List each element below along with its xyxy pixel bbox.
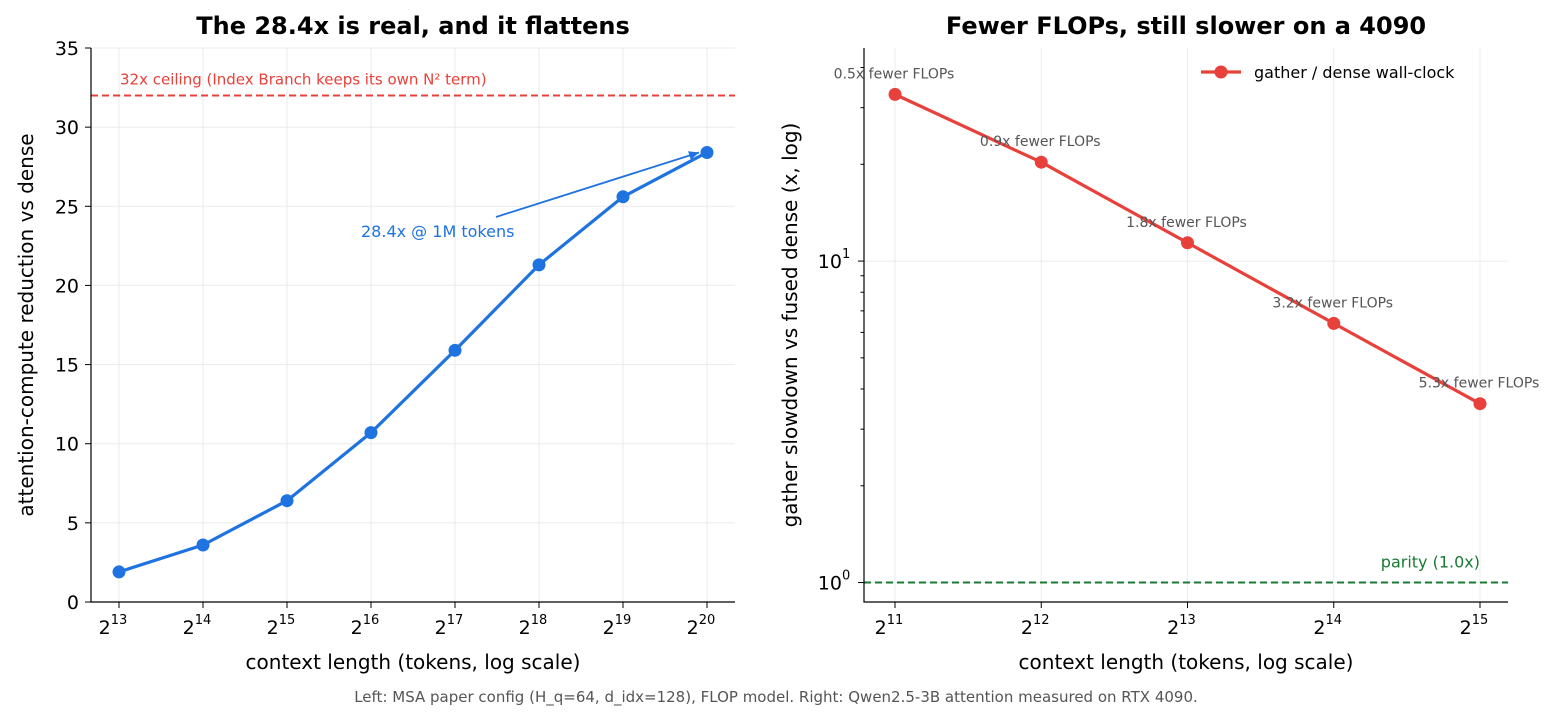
right-x-axis-label: context length (tokens, log scale) [1019, 650, 1354, 674]
left-data-point [532, 258, 546, 272]
left-data-point [448, 343, 462, 357]
left-data-point [616, 190, 630, 204]
left-x-tick-label: 215 [267, 613, 296, 639]
left-data-point [280, 494, 294, 508]
right-chart: parity (1.0x) 211 212 213 214 215 100 101 0.5x… [778, 12, 1539, 674]
right-point-label: 3.2x fewer FLOPs [1272, 295, 1393, 311]
left-x-tick-label: 217 [435, 613, 464, 639]
left-axis-ticks: 213 214 215 216 217 218 219 220 0 5 10 15 20 25 30 35 [55, 38, 716, 639]
right-data-point [1181, 236, 1194, 250]
left-x-tick-label: 213 [99, 613, 128, 639]
left-y-tick-label: 25 [55, 196, 79, 218]
right-chart-title: Fewer FLOPs, still slower on a 4090 [946, 12, 1426, 40]
right-x-tick-label: 213 [1167, 613, 1196, 639]
left-y-tick-label: 10 [55, 434, 79, 456]
left-y-tick-label: 15 [55, 355, 79, 377]
figure-caption: Left: MSA paper config (H_q=64, d_idx=12… [354, 688, 1198, 707]
left-series-line [118, 151, 708, 574]
right-x-tick-label: 212 [1021, 613, 1050, 639]
left-annotation-arrowhead [688, 151, 699, 160]
right-parity-label: parity (1.0x) [1381, 553, 1480, 572]
right-point-label: 0.5x fewer FLOPs [834, 66, 955, 82]
left-data-point [112, 565, 126, 579]
legend-entry-label: gather / dense wall-clock [1254, 63, 1455, 82]
right-point-label: 5.3x fewer FLOPs [1419, 376, 1540, 392]
left-y-tick-label: 30 [55, 117, 79, 139]
left-annotation-text: 28.4x @ 1M tokens [361, 222, 514, 241]
left-annotation-arrow [495, 151, 700, 218]
left-y-tick-label: 35 [55, 38, 79, 60]
right-legend: gather / dense wall-clock [1201, 63, 1455, 82]
right-y-axis-label: gather slowdown vs fused dense (x, log) [778, 123, 802, 528]
left-y-tick-label: 0 [67, 592, 79, 614]
left-ceiling-label: 32x ceiling (Index Branch keeps its own … [120, 70, 487, 88]
right-axes-spines [863, 48, 1508, 603]
right-data-point [1327, 316, 1341, 330]
left-chart-title: The 28.4x is real, and it flattens [196, 12, 629, 40]
right-grid [864, 48, 1508, 602]
right-point-label: 1.8x fewer FLOPs [1126, 215, 1247, 231]
right-y-tick-label: 101 [818, 247, 850, 273]
right-series-points [888, 87, 1487, 411]
right-y-tick-label: 100 [818, 569, 850, 595]
right-data-point [1034, 155, 1048, 169]
left-x-tick-label: 220 [687, 613, 716, 639]
left-y-tick-label: 20 [55, 275, 79, 297]
right-axis-ticks: 211 212 213 214 215 100 101 [818, 67, 1489, 639]
right-x-tick-label: 214 [1313, 613, 1342, 639]
left-y-tick-label: 5 [67, 513, 79, 535]
left-data-point [364, 426, 378, 440]
left-axes-spines [90, 48, 735, 603]
left-x-tick-label: 214 [183, 613, 212, 639]
legend-swatch-marker [1214, 65, 1228, 79]
left-x-tick-label: 216 [351, 613, 380, 639]
right-data-point [1473, 397, 1487, 411]
left-x-tick-label: 219 [603, 613, 632, 639]
left-y-axis-label: attention-compute reduction vs dense [14, 133, 38, 516]
left-data-point [700, 145, 714, 159]
left-x-tick-label: 218 [519, 613, 548, 639]
right-x-tick-label: 215 [1460, 613, 1489, 639]
right-point-label: 0.9x fewer FLOPs [980, 134, 1101, 150]
right-data-point [888, 87, 902, 101]
right-x-tick-label: 211 [875, 613, 904, 639]
left-data-point [196, 538, 210, 552]
left-x-axis-label: context length (tokens, log scale) [246, 650, 581, 674]
left-chart: 32x ceiling (Index Branch keeps its own … [14, 12, 735, 674]
left-series-points [112, 145, 714, 579]
left-grid [91, 47, 735, 603]
